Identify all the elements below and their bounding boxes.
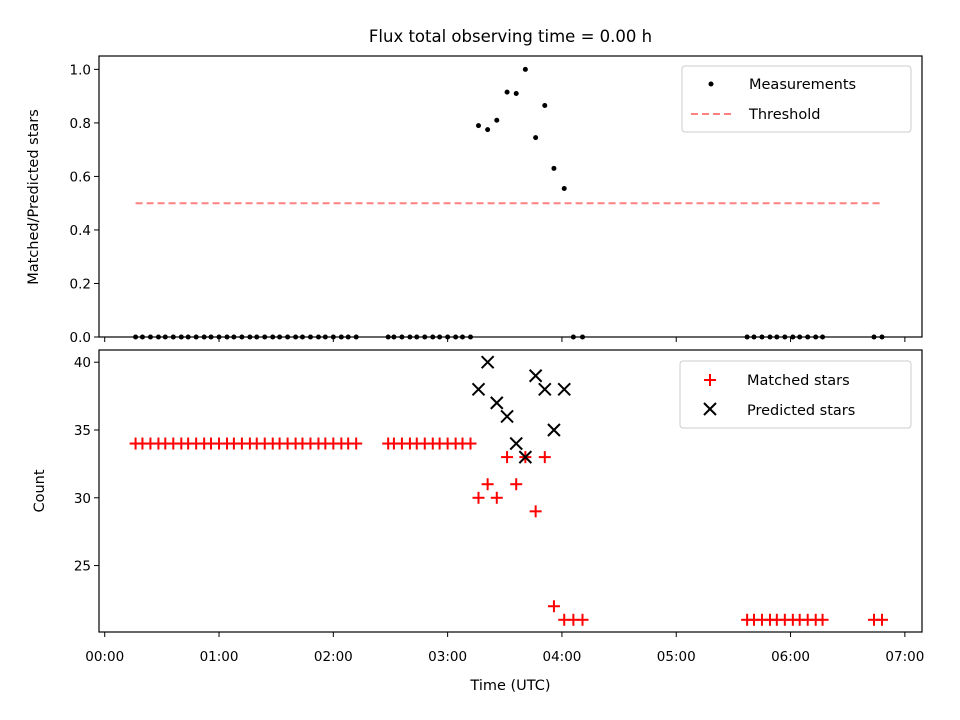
legend-matched-marker bbox=[704, 374, 716, 386]
measurement-point bbox=[522, 66, 528, 72]
legend-measurements-marker bbox=[708, 81, 714, 87]
matched-star-point bbox=[875, 613, 888, 626]
measurement-point bbox=[542, 103, 548, 109]
bottom-xtick-label: 01:00 bbox=[200, 649, 239, 665]
predicted-star-stroke-b bbox=[518, 450, 533, 464]
bottom-xtick-label: 05:00 bbox=[657, 649, 696, 665]
top-axis-ticks: 0.0 0.2 0.4 0.6 0.8 1.0 bbox=[70, 62, 906, 346]
matched-star-point bbox=[481, 478, 494, 491]
matched-star-point bbox=[529, 505, 542, 518]
matched-star-point bbox=[472, 491, 485, 504]
matched-star-point bbox=[576, 613, 589, 626]
bottom-ylabel: Count bbox=[32, 469, 48, 512]
measurement-point bbox=[504, 89, 510, 95]
predicted-star-stroke-b bbox=[480, 355, 495, 369]
predicted-star-point bbox=[471, 382, 486, 397]
predicted-star-stroke-b bbox=[538, 382, 552, 397]
bottom-ytick-label: 35 bbox=[74, 423, 91, 439]
predicted-star-stroke-b bbox=[500, 409, 514, 424]
top-ytick-label: 0.6 bbox=[70, 169, 91, 185]
predicted-star-stroke-b bbox=[471, 382, 486, 397]
matched-star-point bbox=[490, 491, 503, 504]
predicted-star-point bbox=[528, 369, 543, 383]
top-ylabel: Matched/Predicted stars bbox=[26, 109, 42, 285]
predicted-star-point bbox=[557, 382, 571, 397]
predicted-star-point bbox=[490, 396, 504, 410]
measurement-point bbox=[485, 127, 491, 133]
bottom-ytick-label: 30 bbox=[74, 491, 91, 507]
matched-star-point bbox=[350, 437, 363, 450]
measurement-point bbox=[551, 165, 557, 171]
legend-measurements-label: Measurements bbox=[749, 77, 856, 93]
legend-threshold-label: Threshold bbox=[748, 107, 820, 123]
predicted-star-stroke-b bbox=[557, 382, 571, 397]
predicted-star-point bbox=[518, 450, 533, 464]
top-ytick-label: 0.4 bbox=[70, 223, 91, 239]
bottom-plot-marks bbox=[129, 355, 888, 626]
measurement-point bbox=[494, 117, 500, 123]
predicted-star-stroke-b bbox=[509, 436, 523, 451]
bottom-legend: Matched stars Predicted stars bbox=[679, 360, 912, 429]
predicted-star-point bbox=[480, 355, 495, 369]
predicted-star-point bbox=[500, 409, 514, 424]
top-ytick-label: 1.0 bbox=[70, 62, 91, 78]
measurement-point bbox=[513, 90, 519, 96]
bottom-xtick-label: 02:00 bbox=[314, 649, 353, 665]
legend-predicted-label: Predicted stars bbox=[747, 403, 855, 419]
bottom-xtick-label: 00:00 bbox=[85, 649, 124, 665]
predicted-star-point bbox=[509, 436, 523, 451]
bottom-plot-frame bbox=[98, 349, 923, 633]
top-ytick-label: 0.2 bbox=[70, 276, 91, 292]
bottom-axis-ticks: 25 30 35 40 00:00 01:00 02:00 03:00 04:00 05:00 06… bbox=[74, 355, 924, 665]
bottom-xtick-label: 06:00 bbox=[771, 649, 810, 665]
legend-matched-label: Matched stars bbox=[747, 373, 850, 389]
bottom-xtick-label: 07:00 bbox=[885, 649, 924, 665]
predicted-star-stroke-b bbox=[490, 396, 504, 410]
top-ytick-label: 0.0 bbox=[70, 330, 91, 346]
predicted-star-point bbox=[547, 423, 561, 437]
bottom-xtick-label: 04:00 bbox=[542, 649, 581, 665]
matched-star-point bbox=[501, 451, 514, 464]
top-legend-box bbox=[681, 65, 912, 133]
matched-star-point bbox=[547, 600, 560, 613]
bottom-ytick-label: 40 bbox=[74, 355, 91, 371]
top-legend: Measurements Threshold bbox=[681, 65, 912, 133]
predicted-star-stroke-b bbox=[547, 423, 561, 437]
chart-title: Flux total observing time = 0.00 h bbox=[369, 27, 652, 46]
bottom-legend-box bbox=[679, 360, 912, 429]
measurement-point bbox=[533, 135, 539, 141]
bottom-xtick-label: 03:00 bbox=[428, 649, 467, 665]
matched-star-point bbox=[510, 478, 523, 491]
measurement-point bbox=[561, 185, 567, 191]
measurement-point bbox=[475, 123, 481, 129]
bottom-ytick-label: 25 bbox=[74, 559, 91, 575]
matched-star-point bbox=[816, 613, 829, 626]
top-plot-frame bbox=[98, 55, 923, 338]
legend-predicted-marker bbox=[703, 402, 717, 416]
predicted-star-point bbox=[538, 382, 552, 397]
matched-star-point bbox=[464, 437, 477, 450]
top-ytick-label: 0.8 bbox=[70, 116, 91, 132]
bottom-xlabel: Time (UTC) bbox=[469, 678, 550, 694]
top-panel: Flux total observing time = 0.00 h Match… bbox=[26, 27, 923, 346]
matched-star-point bbox=[538, 451, 551, 464]
bottom-panel: Count Time (UTC) 25 30 35 40 00:00 01:00 02:00… bbox=[32, 349, 924, 694]
predicted-star-stroke-b bbox=[528, 369, 543, 383]
